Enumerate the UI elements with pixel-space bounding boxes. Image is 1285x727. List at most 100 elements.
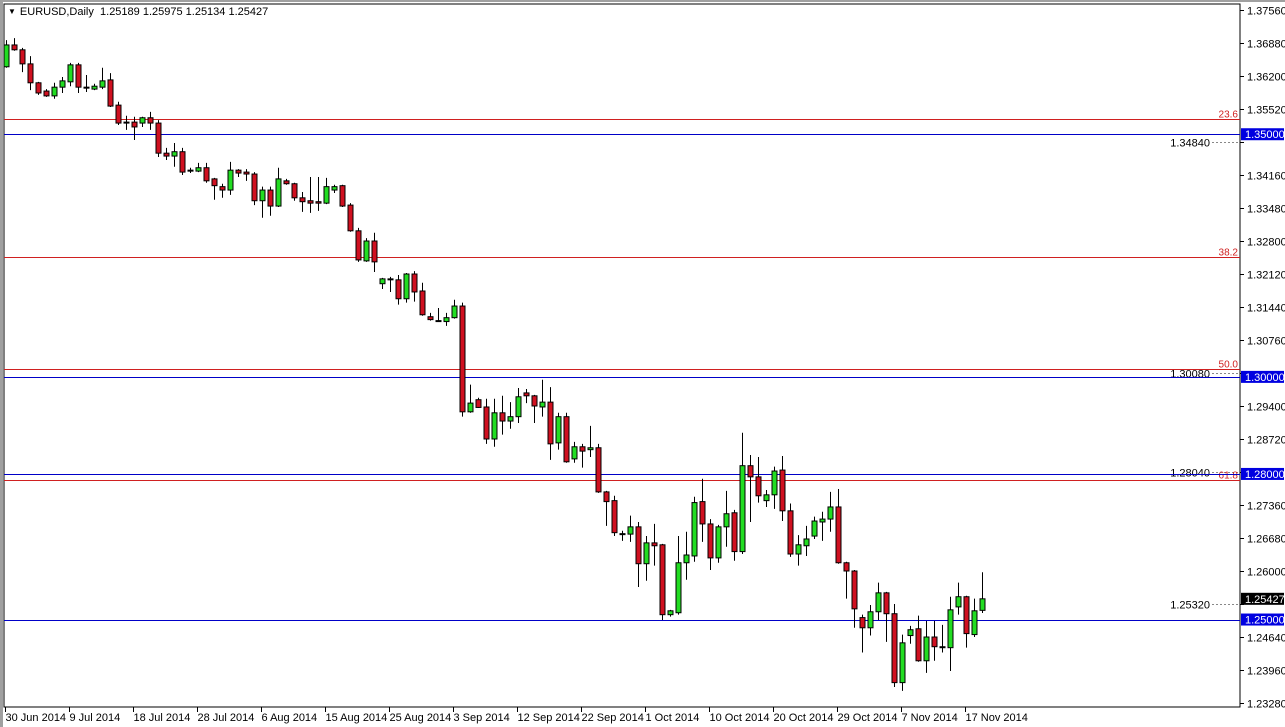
bullish-candle [907, 629, 914, 637]
bullish-candle [323, 186, 330, 204]
bearish-candle [835, 506, 842, 564]
bullish-candle [771, 470, 778, 496]
bullish-candle [979, 598, 986, 611]
bullish-candle [467, 402, 474, 413]
bearish-candle [163, 152, 170, 157]
y-tick-label: 1.34840 [1170, 138, 1210, 150]
level-price-label-bg [1241, 370, 1284, 383]
bearish-candle [219, 186, 226, 191]
bearish-candle [435, 320, 442, 323]
bearish-candle [931, 636, 938, 648]
bearish-candle [347, 204, 354, 232]
bearish-candle [147, 117, 154, 124]
bullish-candle [971, 610, 978, 636]
bearish-candle [251, 173, 258, 202]
y-tick-label: 1.30080 [1170, 369, 1210, 381]
fibonacci-level-label: 23.6 [1219, 110, 1239, 121]
bearish-candle [547, 401, 554, 445]
bearish-candle [75, 64, 82, 88]
level-price-label: 1.25000 [1245, 615, 1285, 627]
x-tick-label: 22 Sep 2014 [582, 712, 644, 724]
bearish-candle [83, 86, 90, 89]
bullish-candle [195, 167, 202, 172]
bullish-candle [819, 518, 826, 523]
plot-area [3, 3, 1241, 708]
bearish-candle [883, 592, 890, 615]
y-tick-label: 1.32800 [1247, 237, 1285, 249]
bullish-candle [451, 305, 458, 319]
bullish-candle [827, 506, 834, 520]
chart-header: ▼ EURUSD,Daily 1.25189 1.25975 1.25134 1.… [8, 6, 268, 18]
bearish-candle [939, 646, 946, 649]
bullish-candle [51, 86, 58, 97]
y-tick-label: 1.37560 [1247, 6, 1285, 18]
y-tick-label: 1.31440 [1247, 303, 1285, 315]
y-tick-label: 1.23960 [1247, 666, 1285, 678]
bearish-candle [179, 151, 186, 173]
triangle-down-icon[interactable]: ▼ [8, 7, 16, 16]
x-tick-label: 18 Jul 2014 [134, 712, 191, 724]
bearish-candle [523, 392, 530, 397]
bullish-candle [403, 273, 410, 300]
bearish-candle [419, 290, 426, 316]
bearish-candle [651, 542, 658, 547]
y-tick-label: 1.32120 [1247, 270, 1285, 282]
bearish-candle [843, 562, 850, 572]
bullish-candle [491, 412, 498, 440]
fibonacci-level-label: 38.2 [1219, 248, 1239, 259]
bearish-candle [187, 169, 194, 172]
y-tick-label: 1.34160 [1247, 171, 1285, 183]
bullish-candle [643, 542, 650, 565]
bullish-candle [379, 278, 386, 285]
x-tick-label: 12 Sep 2014 [518, 712, 580, 724]
fibonacci-level-label: 50.0 [1219, 360, 1239, 371]
bullish-candle [91, 85, 98, 90]
bearish-candle [43, 90, 50, 97]
bullish-candle [515, 396, 522, 418]
bullish-candle [331, 186, 338, 191]
bearish-candle [107, 79, 114, 107]
symbol-timeframe: EURUSD,Daily [19, 6, 94, 18]
bullish-candle [67, 64, 74, 83]
bullish-candle [227, 169, 234, 191]
bullish-candle [3, 44, 10, 68]
bearish-candle [891, 613, 898, 684]
bullish-candle [627, 526, 634, 535]
bearish-candle [235, 169, 242, 174]
x-tick-label: 6 Aug 2014 [262, 712, 318, 724]
bullish-candle [507, 416, 514, 422]
bearish-candle [595, 447, 602, 493]
bullish-candle [955, 596, 962, 608]
current-price-label: 1.25427 [1245, 594, 1285, 606]
bearish-candle [787, 510, 794, 555]
bearish-candle [395, 279, 402, 300]
x-tick-label: 10 Oct 2014 [710, 712, 770, 724]
bearish-candle [747, 465, 754, 478]
bullish-candle [691, 502, 698, 557]
y-tick-label: 1.23280 [1247, 699, 1285, 711]
bullish-candle [683, 554, 690, 564]
x-tick-label: 25 Aug 2014 [390, 712, 452, 724]
bearish-candle [779, 469, 786, 512]
bullish-candle [667, 610, 674, 616]
x-tick-label: 9 Jul 2014 [70, 712, 121, 724]
y-tick-label: 1.30760 [1247, 336, 1285, 348]
bullish-candle [875, 592, 882, 613]
bearish-candle [123, 121, 130, 124]
bullish-candle [259, 189, 266, 202]
bearish-candle [611, 500, 618, 534]
bearish-candle [371, 240, 378, 263]
bullish-candle [587, 447, 594, 451]
bearish-candle [699, 501, 706, 525]
bearish-candle [915, 628, 922, 662]
bearish-candle [315, 201, 322, 204]
y-tick-label: 1.25320 [1170, 600, 1210, 612]
bullish-candle [619, 533, 626, 536]
current-price-label-bg [1241, 592, 1284, 605]
bearish-candle [355, 230, 362, 261]
bearish-candle [459, 305, 466, 413]
bullish-candle [923, 636, 930, 662]
bearish-candle [707, 523, 714, 559]
